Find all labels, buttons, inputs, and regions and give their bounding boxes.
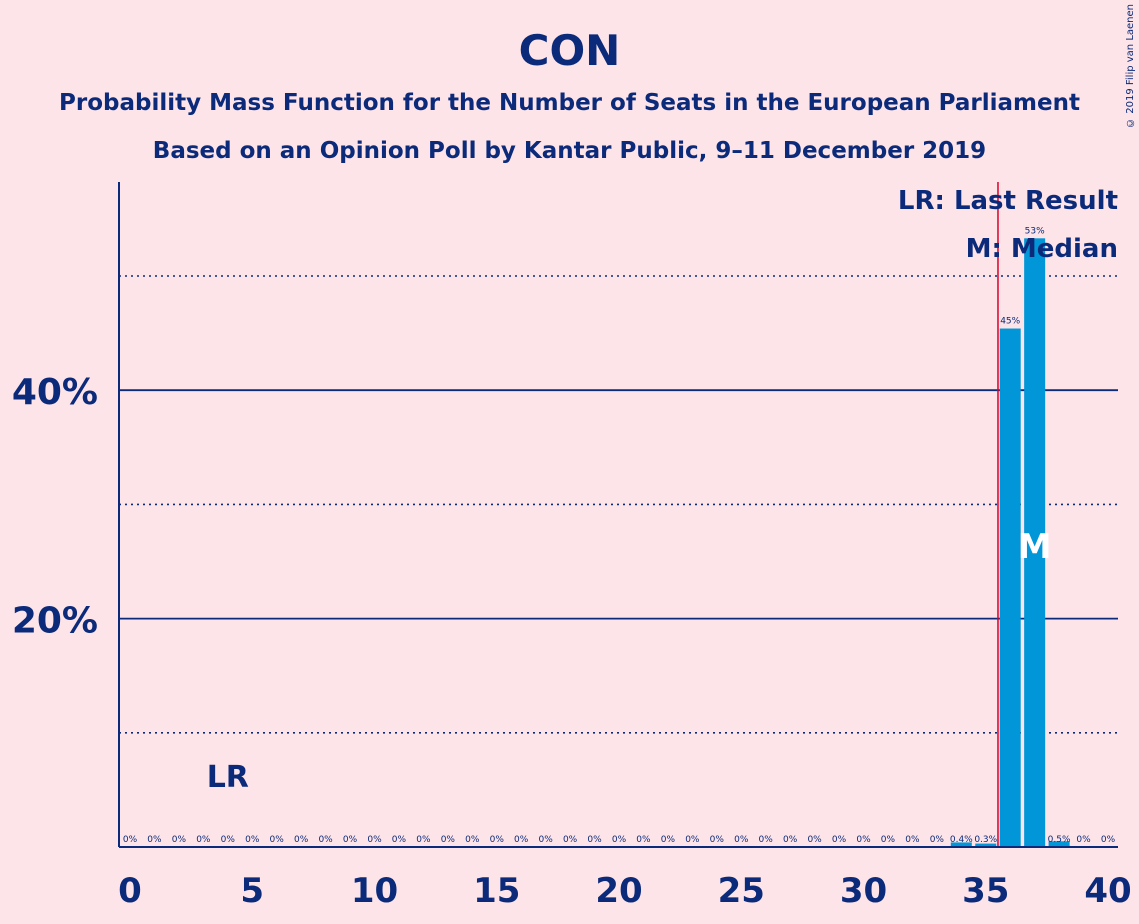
data-label-26: 0%: [759, 835, 774, 845]
y-tick-label: 20%: [12, 601, 98, 642]
data-label-20: 0%: [612, 835, 627, 845]
data-label-38: 0.5%: [1048, 835, 1071, 845]
data-label-12: 0%: [416, 835, 431, 845]
data-label-1: 0%: [147, 835, 162, 845]
legend-last-result: LR: Last Result: [898, 186, 1118, 216]
data-label-13: 0%: [441, 835, 456, 845]
data-label-7: 0%: [294, 835, 309, 845]
bar-35: [975, 843, 997, 847]
data-label-29: 0%: [832, 835, 847, 845]
x-tick-label: 35: [962, 871, 1009, 911]
data-label-36: 45%: [1000, 317, 1020, 327]
median-marker: M: [1018, 527, 1052, 567]
x-tick-label: 30: [840, 871, 887, 911]
x-tick-label: 5: [240, 871, 264, 911]
data-label-9: 0%: [343, 835, 358, 845]
data-label-15: 0%: [490, 835, 505, 845]
data-label-40: 0%: [1101, 835, 1116, 845]
data-label-27: 0%: [783, 835, 798, 845]
data-label-8: 0%: [318, 835, 333, 845]
data-label-11: 0%: [392, 835, 407, 845]
data-label-34: 0.4%: [950, 835, 973, 845]
x-tick-label: 10: [351, 871, 398, 911]
data-label-39: 0%: [1076, 835, 1091, 845]
data-label-17: 0%: [539, 835, 554, 845]
chart-title: CON: [518, 26, 621, 75]
last-result-marker: LR: [207, 760, 249, 795]
chart-subtitle-2: Based on an Opinion Poll by Kantar Publi…: [152, 138, 987, 164]
x-tick-label: 40: [1084, 871, 1131, 911]
x-tick-label: 15: [473, 871, 520, 911]
legend-median: M: Median: [966, 234, 1118, 264]
bar-38: [1048, 841, 1070, 847]
data-label-3: 0%: [196, 835, 211, 845]
x-tick-label: 0: [118, 871, 142, 911]
data-label-14: 0%: [465, 835, 480, 845]
data-label-33: 0%: [930, 835, 945, 845]
data-label-24: 0%: [710, 835, 725, 845]
data-label-10: 0%: [367, 835, 382, 845]
data-label-18: 0%: [563, 835, 578, 845]
chart-subtitle: Probability Mass Function for the Number…: [59, 90, 1080, 116]
x-tick-label: 25: [718, 871, 765, 911]
data-label-2: 0%: [172, 835, 187, 845]
bars: [950, 238, 1070, 848]
data-label-16: 0%: [514, 835, 529, 845]
axes: 20% 40% 0 5 10 15 20 25 30 35 40 LR M: [12, 182, 1132, 911]
data-label-32: 0%: [905, 835, 920, 845]
data-label-28: 0%: [807, 835, 822, 845]
data-label-0: 0%: [123, 835, 138, 845]
x-tick-label: 20: [595, 871, 642, 911]
data-label-21: 0%: [636, 835, 651, 845]
data-labels: 0% 0% 0% 0% 0% 0% 0% 0% 0% 0% 0% 0% 0% 0% 0% 0% 0% 0% 0% 0%…: [123, 226, 1116, 845]
data-label-31: 0%: [881, 835, 896, 845]
data-label-30: 0%: [856, 835, 871, 845]
y-tick-label: 40%: [12, 372, 98, 413]
data-label-4: 0%: [221, 835, 236, 845]
data-label-25: 0%: [734, 835, 749, 845]
gridlines: [119, 275, 1118, 734]
data-label-6: 0%: [270, 835, 285, 845]
data-label-19: 0%: [587, 835, 602, 845]
bar-37: [1024, 238, 1046, 848]
data-label-37: 53%: [1025, 226, 1045, 236]
data-label-22: 0%: [661, 835, 676, 845]
bar-34: [950, 842, 972, 847]
data-label-23: 0%: [685, 835, 700, 845]
data-label-5: 0%: [245, 835, 260, 845]
bar-36: [999, 328, 1021, 848]
data-label-35: 0.3%: [974, 835, 997, 845]
